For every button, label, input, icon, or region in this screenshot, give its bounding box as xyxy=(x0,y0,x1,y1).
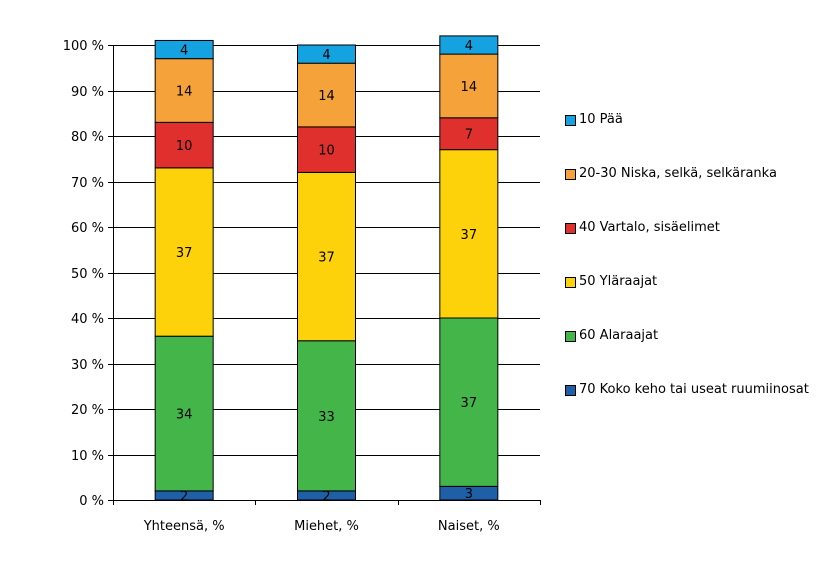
data-label: 10 xyxy=(318,144,335,159)
data-label: 33 xyxy=(318,410,335,425)
data-label: 34 xyxy=(176,408,193,423)
x-category-label: Naiset, % xyxy=(438,519,500,534)
bar-segment xyxy=(154,121,214,169)
y-tick-label: 40 % xyxy=(71,312,104,327)
data-label: 37 xyxy=(176,246,193,261)
legend-label: 70 Koko keho tai useat ruumiinosat xyxy=(579,382,809,397)
bar-segment xyxy=(439,317,499,487)
data-label: 2 xyxy=(322,489,330,504)
bar-segment xyxy=(154,58,214,123)
bar-segment xyxy=(439,35,499,55)
legend-item: 70 Koko keho tai useat ruumiinosat xyxy=(565,380,814,399)
legend-label: 50 Yläraajat xyxy=(579,274,658,289)
bar-segment xyxy=(297,126,356,173)
bar-segment xyxy=(297,44,356,64)
bar-segment xyxy=(154,167,214,337)
data-label: 4 xyxy=(465,39,473,54)
data-label: 4 xyxy=(180,44,188,59)
y-tick-label: 50 % xyxy=(71,267,104,282)
bar-segment xyxy=(154,335,214,492)
data-label: 10 xyxy=(176,139,193,154)
legend-item: 60 Alaraajat xyxy=(565,326,814,345)
data-label: 4 xyxy=(322,48,330,63)
legend-swatch xyxy=(565,169,576,180)
legend-item: 50 Yläraajat xyxy=(565,272,814,291)
legend-swatch xyxy=(565,331,576,342)
data-label: 14 xyxy=(176,85,193,100)
bar-segment xyxy=(439,149,499,319)
data-label: 37 xyxy=(461,396,478,411)
x-category-label: Miehet, % xyxy=(294,519,359,534)
bar-segment xyxy=(297,340,356,492)
data-label: 3 xyxy=(465,487,473,502)
legend-swatch xyxy=(565,223,576,234)
legend-label: 40 Vartalo, sisäelimet xyxy=(579,220,720,235)
legend-swatch xyxy=(565,115,576,126)
legend-item: 40 Vartalo, sisäelimet xyxy=(565,218,814,237)
data-label: 2 xyxy=(180,489,188,504)
y-tick-label: 0 % xyxy=(79,494,104,509)
bar-segment xyxy=(154,39,214,60)
legend-item: 10 Pää xyxy=(565,110,814,129)
x-category-label: Yhteensä, % xyxy=(143,519,225,534)
legend-label: 10 Pää xyxy=(579,112,623,127)
y-tick-label: 20 % xyxy=(71,403,104,418)
data-label: 37 xyxy=(318,251,335,266)
legend-item: 20-30 Niska, selkä, selkäranka xyxy=(565,164,814,183)
legend-label: 60 Alaraajat xyxy=(579,328,659,343)
y-tick-label: 90 % xyxy=(71,85,104,100)
y-tick-label: 60 % xyxy=(71,221,104,236)
y-tick-label: 10 % xyxy=(71,449,104,464)
data-label: 14 xyxy=(318,89,335,104)
data-label: 7 xyxy=(465,128,473,143)
y-tick-label: 100 % xyxy=(63,39,104,54)
y-tick-label: 30 % xyxy=(71,358,104,373)
y-tick-label: 70 % xyxy=(71,176,104,191)
bar-segment xyxy=(297,62,356,128)
bar-segment xyxy=(297,171,356,342)
legend-swatch xyxy=(565,385,576,396)
data-label: 37 xyxy=(461,228,478,243)
legend-swatch xyxy=(565,277,576,288)
bar-segment xyxy=(439,53,499,119)
data-label: 14 xyxy=(461,80,478,95)
bar-segment xyxy=(439,117,499,151)
y-tick-label: 80 % xyxy=(71,130,104,145)
legend-label: 20-30 Niska, selkä, selkäranka xyxy=(579,166,777,181)
